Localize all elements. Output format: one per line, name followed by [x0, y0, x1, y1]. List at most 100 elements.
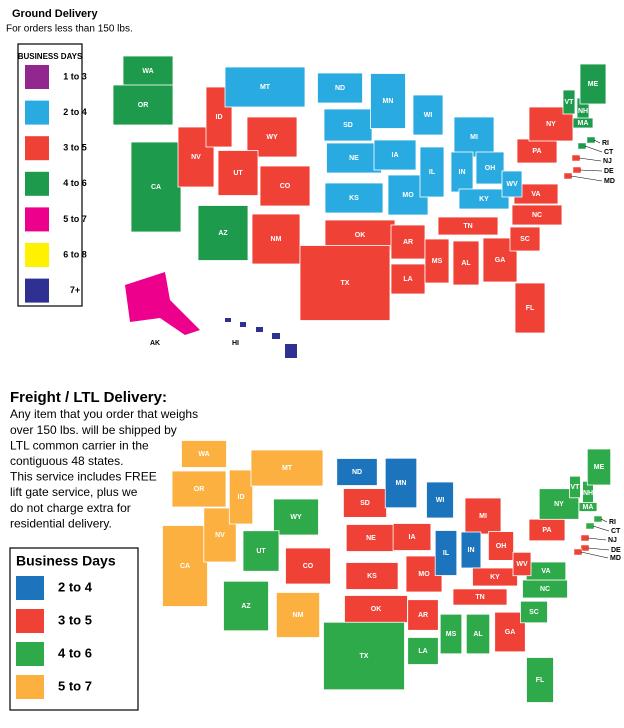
state-region [326, 142, 382, 174]
state-label: TN [475, 594, 484, 601]
callout-line [579, 169, 603, 172]
legend-label: 4 to 6 [58, 645, 92, 660]
state-region [439, 613, 463, 655]
state-region [579, 63, 607, 105]
description-line: over 150 lbs. will be shipped by [10, 423, 177, 437]
state-region [130, 141, 182, 233]
state-region [578, 502, 598, 512]
callout-line [584, 145, 603, 153]
state-label: NM [293, 612, 304, 619]
state-label: GA [505, 629, 516, 636]
state-region [419, 146, 445, 198]
callout-line [570, 175, 603, 182]
state-label: OR [194, 486, 205, 493]
state-label: IN [468, 547, 475, 554]
state-region [370, 73, 406, 129]
state-region [384, 457, 418, 509]
state-region [516, 138, 558, 164]
state-region [472, 567, 518, 587]
state-label: IA [409, 534, 416, 541]
state-region [285, 547, 331, 585]
state-region [324, 182, 384, 214]
state-region [580, 534, 590, 542]
state-region [501, 170, 523, 198]
state-label: VA [531, 191, 540, 198]
state-region [275, 592, 320, 638]
state-region [407, 599, 439, 631]
state-label: NJ [608, 537, 617, 544]
state-label: MA [578, 120, 589, 127]
state-region [272, 333, 280, 339]
state-region [345, 524, 397, 552]
state-region [452, 588, 508, 606]
description-line: Any item that you order that weighs [10, 407, 198, 421]
state-label: RI [602, 140, 609, 147]
state-label: MS [432, 258, 443, 265]
state-label: PA [532, 148, 541, 155]
state-label: AR [403, 239, 413, 246]
state-label: MT [282, 465, 293, 472]
state-label: WI [424, 112, 433, 119]
description-line: contiguous 48 states. [10, 454, 123, 468]
state-region [569, 475, 581, 499]
state-region [181, 440, 227, 468]
legend-swatch [25, 171, 49, 196]
state-region [585, 522, 595, 530]
state-region [572, 117, 594, 129]
callout-line [592, 525, 610, 532]
legend-label: 3 to 5 [58, 612, 92, 627]
state-region [251, 213, 301, 265]
state-label: NV [215, 532, 225, 539]
state-region [572, 166, 582, 174]
state-label: IN [459, 169, 466, 176]
state-label: UT [256, 548, 266, 555]
state-label: ID [238, 494, 245, 501]
state-label: VT [571, 484, 581, 491]
legend-title: BUSINESS DAYS [18, 52, 83, 61]
state-region [240, 322, 246, 327]
ground-subtitle: For orders less than 150 lbs. [6, 24, 133, 35]
description-line: This service includes FREE [10, 470, 157, 484]
state-region [577, 142, 587, 150]
state-label: WI [436, 497, 445, 504]
legend-swatch [16, 609, 44, 633]
state-label: NC [540, 586, 550, 593]
state-region [162, 525, 208, 607]
state-label: CO [280, 183, 291, 190]
legend-label: 7+ [70, 285, 80, 295]
state-label: MS [446, 631, 457, 638]
state-label: TX [341, 280, 350, 287]
state-region [345, 562, 399, 590]
callout-line [600, 518, 608, 523]
legend-label: 2 to 4 [63, 107, 87, 117]
legend-label: 5 to 7 [58, 678, 92, 693]
state-region [259, 165, 311, 207]
description-line: do not charge extra for [10, 501, 131, 515]
state-region [437, 216, 499, 236]
legend-label: 3 to 5 [63, 143, 87, 153]
state-region [285, 344, 297, 358]
state-label: NV [191, 154, 201, 161]
state-region [299, 245, 391, 321]
state-region [217, 150, 259, 196]
legend-swatch [16, 675, 44, 699]
state-label: NH [578, 108, 588, 115]
state-label: VT [565, 99, 575, 106]
state-label: MD [610, 555, 621, 562]
state-region [458, 188, 510, 210]
state-region [571, 154, 581, 162]
state-label: ND [335, 85, 345, 92]
legend-swatch [25, 136, 49, 161]
freight-title: Freight / LTL Delivery: [10, 389, 167, 406]
state-region [593, 515, 603, 523]
state-label: WA [198, 451, 209, 458]
callout-line [587, 537, 607, 541]
state-label: WV [516, 561, 528, 568]
state-label: CO [303, 563, 314, 570]
state-label: NC [532, 212, 542, 219]
state-label: CA [151, 184, 161, 191]
state-label: MO [418, 571, 430, 578]
legend-swatch [25, 100, 49, 125]
state-region [203, 507, 237, 563]
